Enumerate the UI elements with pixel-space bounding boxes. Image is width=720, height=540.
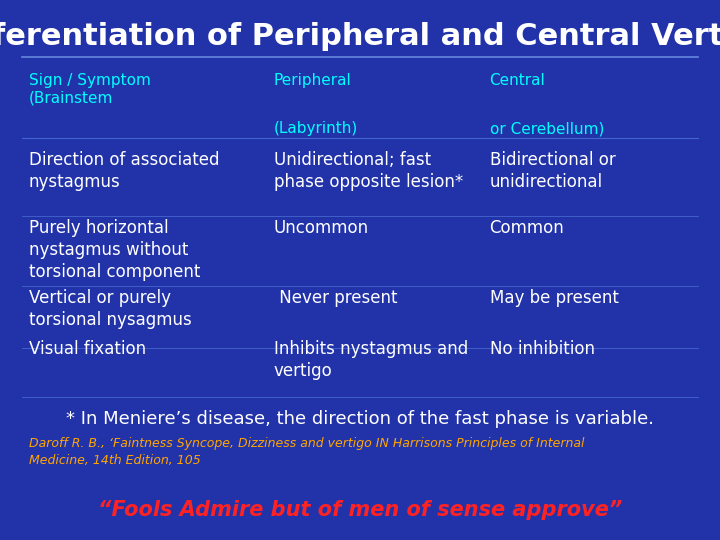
Text: Differentiation of Peripheral and Central Vertigo: Differentiation of Peripheral and Centra… [0, 22, 720, 51]
Text: Bidirectional or
unidirectional: Bidirectional or unidirectional [490, 151, 616, 191]
Text: Purely horizontal
nystagmus without
torsional component: Purely horizontal nystagmus without tors… [29, 219, 200, 281]
Text: Common: Common [490, 219, 564, 237]
Text: Never present: Never present [274, 289, 397, 307]
Text: Daroff R. B., ‘Faintness Syncope, Dizziness and vertigo IN Harrisons Principles : Daroff R. B., ‘Faintness Syncope, Dizzin… [29, 437, 585, 468]
Text: Vertical or purely
torsional nysagmus: Vertical or purely torsional nysagmus [29, 289, 192, 329]
Text: Uncommon: Uncommon [274, 219, 369, 237]
Text: or Cerebellum): or Cerebellum) [490, 122, 604, 137]
Text: * In Meniere’s disease, the direction of the fast phase is variable.: * In Meniere’s disease, the direction of… [66, 410, 654, 428]
Text: Visual fixation: Visual fixation [29, 340, 146, 358]
Text: “Fools Admire but of men of sense approve”: “Fools Admire but of men of sense approv… [98, 500, 622, 519]
Text: Direction of associated
nystagmus: Direction of associated nystagmus [29, 151, 220, 191]
Text: Unidirectional; fast
phase opposite lesion*: Unidirectional; fast phase opposite lesi… [274, 151, 463, 191]
Text: May be present: May be present [490, 289, 618, 307]
Text: Sign / Symptom
(Brainstem: Sign / Symptom (Brainstem [29, 73, 150, 105]
Text: Inhibits nystagmus and
vertigo: Inhibits nystagmus and vertigo [274, 340, 468, 380]
Text: (Labyrinth): (Labyrinth) [274, 122, 358, 137]
Text: Central: Central [490, 73, 545, 88]
Text: Peripheral: Peripheral [274, 73, 351, 88]
Text: No inhibition: No inhibition [490, 340, 595, 358]
